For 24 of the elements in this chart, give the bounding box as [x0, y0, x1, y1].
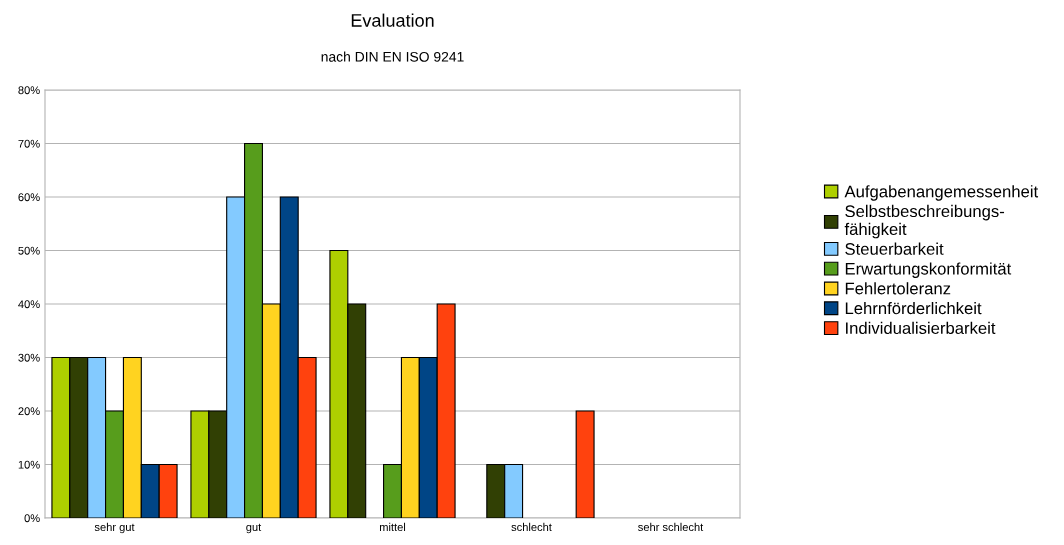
y-tick-label: 0%	[24, 514, 40, 523]
x-tick-label: sehr gut	[94, 522, 135, 534]
y-tick-label: 60%	[18, 193, 40, 202]
x-tick-label: schlecht	[511, 522, 552, 532]
legend-label: Steuerbarkeit	[845, 242, 944, 255]
x-tick-label: sehr schlecht	[638, 522, 704, 532]
bar	[575, 410, 595, 518]
legend-label: Lehrnförderlichkeit	[845, 301, 982, 315]
legend-label: Erwartungskonformität	[845, 262, 1012, 278]
chart-title: Evaluation	[351, 13, 434, 27]
y-tick-label: 50%	[18, 246, 40, 255]
chart-subtitle: nach DIN EN ISO 9241	[321, 51, 464, 62]
legend-label: Individualisierbarkeit	[846, 321, 996, 335]
y-tick-label: 30%	[18, 353, 40, 362]
y-tick-label: 80%	[18, 86, 40, 95]
legend-label: Fehlertoleranz	[845, 282, 951, 295]
y-tick-label: 70%	[18, 139, 40, 148]
legend-label: Aufgabenangemessenheit	[844, 185, 1039, 201]
x-tick-label: gut	[246, 523, 262, 534]
y-tick-label: 40%	[18, 300, 40, 309]
x-tick-label: mittel	[379, 522, 406, 532]
y-tick-label: 20%	[18, 407, 40, 416]
legend-label: Selbstbeschreibungs- fähigkeit	[844, 204, 1005, 239]
y-tick-label: 10%	[18, 460, 40, 469]
